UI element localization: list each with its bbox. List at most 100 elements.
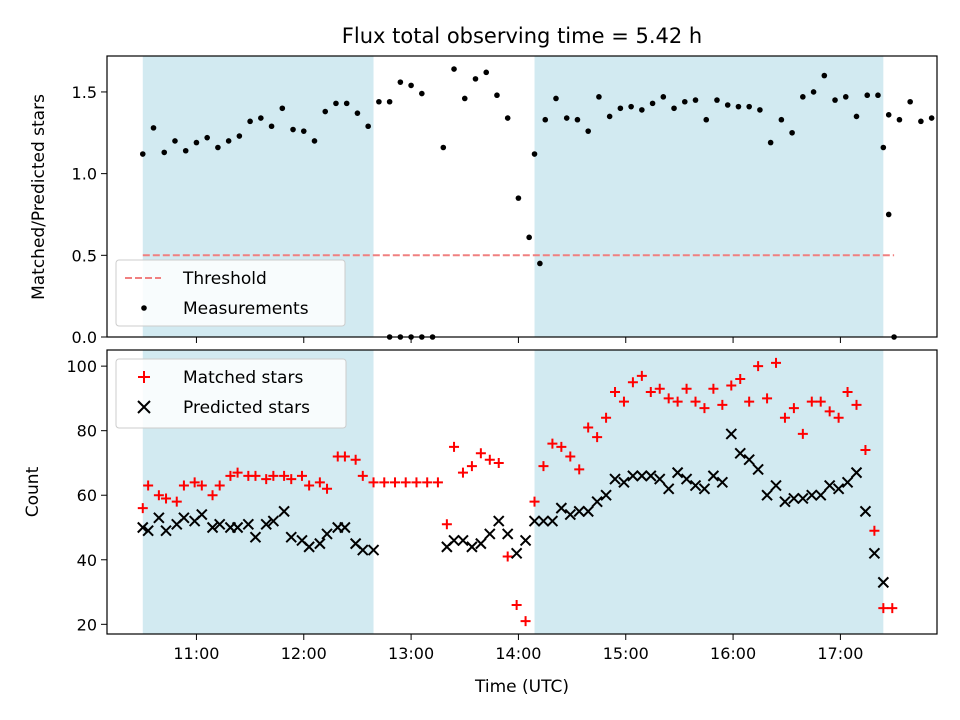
predicted-stars-point xyxy=(770,479,782,492)
matched-stars-point xyxy=(762,393,773,404)
matched-stars-point xyxy=(779,412,790,423)
measurement-point xyxy=(193,139,200,146)
matched-stars-point xyxy=(583,422,594,433)
matched-stars-point xyxy=(161,493,172,504)
matched-stars-point xyxy=(520,616,531,627)
measurement-point xyxy=(585,128,591,134)
x-axis-label: Time (UTC) xyxy=(474,677,569,697)
predicted-stars-point xyxy=(555,502,568,514)
bottom-panel-y-ticks: 20 40 60 80 100 xyxy=(66,357,107,634)
matched-stars-point xyxy=(753,361,764,372)
predicted-stars-point xyxy=(314,537,326,550)
matched-stars-point xyxy=(432,477,443,488)
matched-stars-point xyxy=(672,396,683,407)
measurement-point xyxy=(853,113,860,120)
measurement-point xyxy=(724,102,731,108)
matched-stars-point xyxy=(449,441,460,452)
legend-predicted-swatch xyxy=(137,400,151,414)
y-tick-label: 1.0 xyxy=(72,165,97,184)
predicted-stars-point xyxy=(137,521,149,534)
matched-stars-point xyxy=(357,470,368,481)
predicted-stars-point xyxy=(528,515,541,527)
measurement-point xyxy=(461,95,468,102)
predicted-stars-point xyxy=(761,489,773,501)
matched-stars-point xyxy=(806,396,817,407)
measurement-point xyxy=(703,116,710,123)
measurement-point xyxy=(778,116,785,123)
measurement-point xyxy=(225,138,232,144)
matched-stars-point xyxy=(860,445,871,456)
matched-stars-point xyxy=(286,474,297,485)
matched-stars-point xyxy=(368,477,379,488)
predicted-stars-point xyxy=(779,495,791,508)
matched-stars-point xyxy=(690,396,701,407)
predicted-stars-point xyxy=(519,534,532,547)
top-panel-x-ticks xyxy=(195,337,841,343)
matched-stars-point xyxy=(411,477,422,488)
measurement-point xyxy=(918,118,924,125)
measurement-point xyxy=(606,113,613,120)
measurement-point xyxy=(419,90,425,97)
bottom-panel-data xyxy=(137,357,898,627)
measurement-point xyxy=(896,116,903,123)
predicted-stars-point xyxy=(689,479,702,492)
measurement-point xyxy=(735,103,742,110)
matched-stars-point xyxy=(137,503,148,514)
predicted-stars-point xyxy=(448,534,460,547)
top-panel-y-ticks: 0.0 0.5 1.0 1.5 xyxy=(72,83,107,347)
predicted-stars-point xyxy=(859,505,872,518)
matched-stars-point xyxy=(389,477,400,488)
legend-box xyxy=(115,259,346,327)
predicted-stars-point xyxy=(627,470,639,482)
predicted-stars-point xyxy=(321,528,333,540)
predicted-stars-point xyxy=(153,512,165,524)
predicted-stars-point xyxy=(339,521,351,534)
matched-stars-point xyxy=(529,496,540,507)
measurement-point xyxy=(204,134,210,141)
matched-stars-point xyxy=(279,470,290,481)
measurement-point xyxy=(714,97,720,103)
matched-stars-point xyxy=(379,477,390,488)
measurement-point xyxy=(236,133,243,139)
matched-stars-point xyxy=(824,406,835,417)
measurement-point xyxy=(290,126,296,133)
bottom-panel-legend: Matched stars Predicted stars xyxy=(115,358,347,429)
matched-stars-point xyxy=(699,403,710,414)
measurement-point xyxy=(810,89,817,95)
x-tick-label: 14:00 xyxy=(495,644,541,663)
measurement-point xyxy=(880,144,887,151)
predicted-stars-point xyxy=(645,470,657,482)
measurement-point xyxy=(258,115,264,121)
predicted-stars-point xyxy=(600,489,612,501)
measurement-point xyxy=(875,92,881,99)
measurement-point xyxy=(660,94,667,100)
predicted-stars-point xyxy=(484,528,496,540)
matched-stars-point xyxy=(207,490,218,501)
predicted-stars-point xyxy=(357,544,369,556)
predicted-stars-point xyxy=(734,447,746,459)
measurement-point xyxy=(279,105,286,112)
measurement-point xyxy=(215,144,221,151)
matched-stars-point xyxy=(475,448,486,459)
predicted-stars-point xyxy=(285,531,297,543)
measurement-point xyxy=(333,100,339,107)
measurement-point xyxy=(800,94,806,100)
y-tick-label: 80 xyxy=(77,422,97,441)
measurement-point xyxy=(789,129,795,136)
predicted-stars-point xyxy=(680,473,693,485)
measurement-point xyxy=(343,100,350,107)
predicted-stars-point xyxy=(841,476,854,489)
matched-stars-point xyxy=(815,396,826,407)
matched-stars-point xyxy=(322,483,333,494)
y-tick-label: 1.5 xyxy=(72,83,97,102)
predicted-stars-point xyxy=(716,476,729,489)
bottom-panel-x-ticks: 11:00 12:00 13:00 14:00 15:00 16:00 17:00 xyxy=(173,634,863,663)
legend-box xyxy=(115,358,347,429)
predicted-stars-point xyxy=(213,518,226,530)
x-tick-label: 13:00 xyxy=(388,644,434,663)
x-tick-label: 12:00 xyxy=(281,644,327,663)
measurement-point xyxy=(746,103,752,110)
measurement-point xyxy=(767,139,774,146)
measurement-point xyxy=(300,128,307,134)
predicted-stars-point xyxy=(707,470,720,482)
